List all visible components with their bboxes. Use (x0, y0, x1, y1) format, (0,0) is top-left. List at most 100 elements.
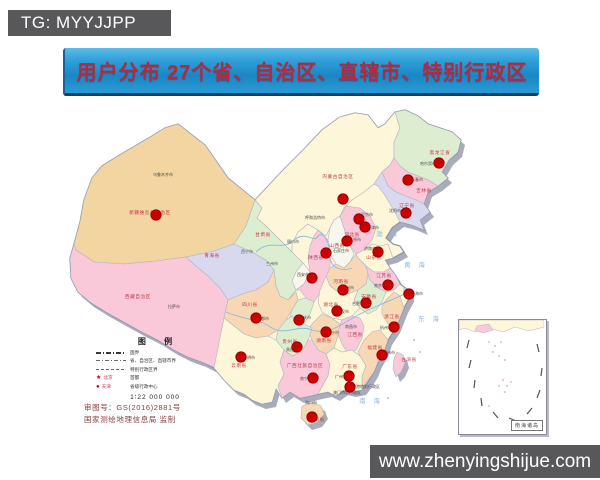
city-label: 南京市 (374, 282, 386, 288)
city-dot-icon: ● (96, 383, 100, 390)
province-neimenggu (254, 111, 401, 253)
sea-label: 东 海 (418, 314, 442, 323)
city-label: 郑州市 (342, 284, 354, 290)
user-dot-hefei (360, 297, 372, 309)
legend-item-label: 省级行政中心 (130, 384, 158, 390)
province-label: 贵州省 (282, 338, 298, 345)
province-label: 山东省 (366, 254, 382, 261)
province-taiwan (392, 351, 406, 378)
city-label: 长沙市 (327, 329, 339, 335)
user-dot-wuhan (331, 305, 343, 317)
city-label: 天津市 (367, 224, 379, 230)
city-label: 太原市 (349, 236, 361, 242)
user-dot-chengdu (250, 312, 262, 324)
inset-coast-fragment (474, 323, 494, 334)
legend-item-label: 特别行政区界 (130, 366, 158, 372)
user-dot-shanghai (403, 288, 415, 300)
sea-label: 渤 海 (376, 229, 400, 238)
province-label: 台湾省 (401, 356, 417, 363)
user-dot-kunming (235, 351, 247, 363)
user-dot-xian (306, 272, 318, 284)
province-label: 青海省 (204, 252, 220, 259)
user-dot-neimenggu (337, 193, 349, 205)
province-label: 河北省 (344, 231, 360, 238)
legend-items: 国界 省、自治区、直辖市界 特别行政区界 ★ 北京 首都 ● 天津 省级行政中心 (96, 350, 214, 390)
city-label: 哈尔滨市 (420, 160, 436, 166)
user-dot-taiyuan (341, 235, 353, 247)
user-dot-haikou (306, 411, 318, 423)
sea-label: 黄 海 (404, 260, 428, 269)
user-dot-shenyang (400, 207, 412, 219)
province-label: 河南省 (333, 278, 349, 285)
inset-coast (459, 320, 544, 333)
legend-item: 特别行政区界 (96, 367, 214, 372)
province-label: 江西省 (347, 331, 363, 338)
province-shaanxi (295, 229, 331, 303)
inset-map (459, 320, 544, 422)
user-dot-zhengzhou (337, 284, 349, 296)
city-label: 海口市 (305, 399, 317, 405)
legend: 图 例 国界 省、自治区、直辖市界 特别行政区界 ★ 北京 首都 ● 天津 省级行政中心 1∶2… (96, 336, 214, 401)
city-label: 昆明市 (243, 354, 255, 360)
legend-title: 图 例 (137, 337, 181, 346)
small-island (419, 351, 421, 353)
city-label: 济南市 (364, 245, 376, 251)
city-label: 澳门特别行政区 (333, 389, 361, 395)
province-label: 湖南省 (316, 337, 332, 344)
city-label: 南宁市 (300, 375, 312, 381)
legend-item: ● 天津 省级行政中心 (96, 384, 214, 390)
user-dot-nanjing (382, 279, 394, 291)
city-label: 香港特别行政区 (352, 383, 380, 389)
title-banner: 用户分布 27个省、自治区、直辖市、特别行政区 (63, 48, 539, 96)
province-label: 山西省 (329, 242, 345, 249)
inset-islands (488, 341, 512, 407)
inset-label: 南海诸岛 (510, 420, 543, 431)
legend-mark-text: 天津 (101, 383, 111, 389)
city-label: 北京市 (361, 211, 373, 217)
city-label: 西安市 (297, 271, 309, 277)
province-label: 吉林省 (416, 187, 432, 194)
watermark-top: TG: MYYJJPP (8, 10, 171, 36)
user-dot-haerbin (433, 157, 445, 169)
city-label: 乌鲁木齐市 (153, 171, 173, 177)
user-dot-guiyang (291, 341, 303, 353)
province-label: 云南省 (231, 362, 247, 369)
city-label: 南昌市 (345, 323, 357, 329)
capital-star-icon: ★ (96, 374, 102, 381)
province-label: 广西壮族自治区 (287, 362, 323, 369)
yellow-river (255, 234, 353, 270)
city-label: 兰州市 (266, 260, 278, 266)
sea-label: 南 海 (359, 396, 383, 405)
small-island (413, 339, 415, 341)
watermark-top-text: TG: MYYJJPP (21, 13, 137, 32)
city-label: 西宁市 (241, 248, 253, 254)
legend-item-label: 国界 (130, 350, 140, 355)
small-island (387, 397, 389, 399)
city-label: 呼和浩特市 (305, 214, 325, 220)
inset-south-china-sea: 南海诸岛 (458, 319, 547, 435)
map-scale: 1∶22 000 000 (130, 393, 180, 401)
province-liaoning (373, 171, 431, 231)
legend-item: ★ 北京 首都 (96, 375, 214, 381)
city-label: 广州市 (335, 373, 347, 379)
user-dot-jinan (372, 246, 384, 258)
approval-line1: 审图号：GS(2016)2881号 (84, 403, 181, 412)
province-label: 黑龙江省 (430, 149, 451, 156)
legend-mark-text: 北京 (103, 374, 113, 380)
user-dot-tianjin (359, 221, 371, 233)
province-label: 湖北省 (323, 301, 339, 308)
city-label: 拉萨市 (168, 303, 180, 309)
user-dot-beijing (353, 213, 365, 225)
user-dot-chongqing (293, 314, 305, 326)
city-label: 杭州市 (380, 324, 392, 330)
city-label: 石家庄市 (333, 247, 349, 253)
city-label: 重庆市 (299, 314, 311, 320)
user-dot-hangzhou (388, 321, 400, 333)
watermark-bottom: www.zhenyingshijue.com (370, 445, 600, 478)
province-xinjiang (73, 123, 256, 265)
province-label: 江苏省 (376, 272, 392, 279)
legend-line-boundary (96, 360, 126, 362)
approval-line2: 国家测绘地理信息局 监制 (84, 415, 176, 424)
